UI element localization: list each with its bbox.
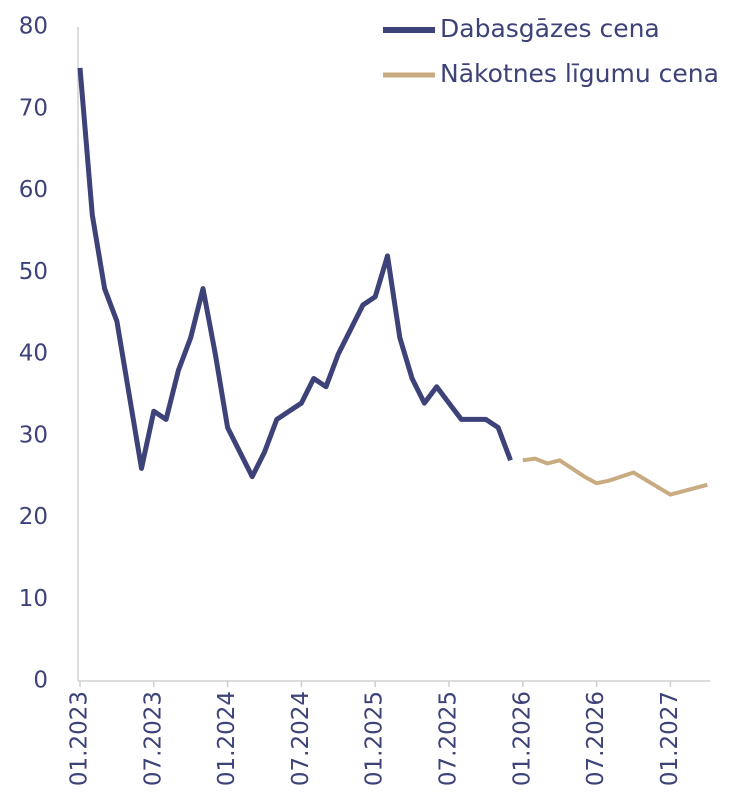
y-tick-label: 30 <box>19 422 48 448</box>
x-tick-label: 01.2026 <box>509 691 535 786</box>
y-tick-label: 50 <box>19 259 48 285</box>
legend-label: Dabasgāzes cena <box>440 14 660 43</box>
y-tick-label: 60 <box>19 177 48 203</box>
y-tick-label: 0 <box>33 668 48 694</box>
series-line <box>77 67 513 480</box>
x-tick-label: 07.2023 <box>140 691 166 786</box>
x-tick-label: 01.2024 <box>214 691 240 786</box>
y-tick-label: 70 <box>19 95 48 121</box>
y-tick-label: 20 <box>19 504 48 530</box>
y-tick-label: 10 <box>19 586 48 612</box>
x-tick-label: 07.2025 <box>436 691 462 786</box>
y-tick-label: 40 <box>19 341 48 367</box>
series-line <box>522 456 708 497</box>
legend-label: Nākotnes līgumu cena <box>440 59 719 88</box>
x-tick-label: 01.2027 <box>657 691 683 786</box>
x-tick-label: 01.2023 <box>67 691 93 786</box>
x-tick-label: 01.2025 <box>362 691 388 786</box>
y-tick-label: 80 <box>19 14 48 40</box>
x-tick-label: 07.2024 <box>288 691 314 786</box>
x-tick-label: 07.2026 <box>583 691 609 786</box>
